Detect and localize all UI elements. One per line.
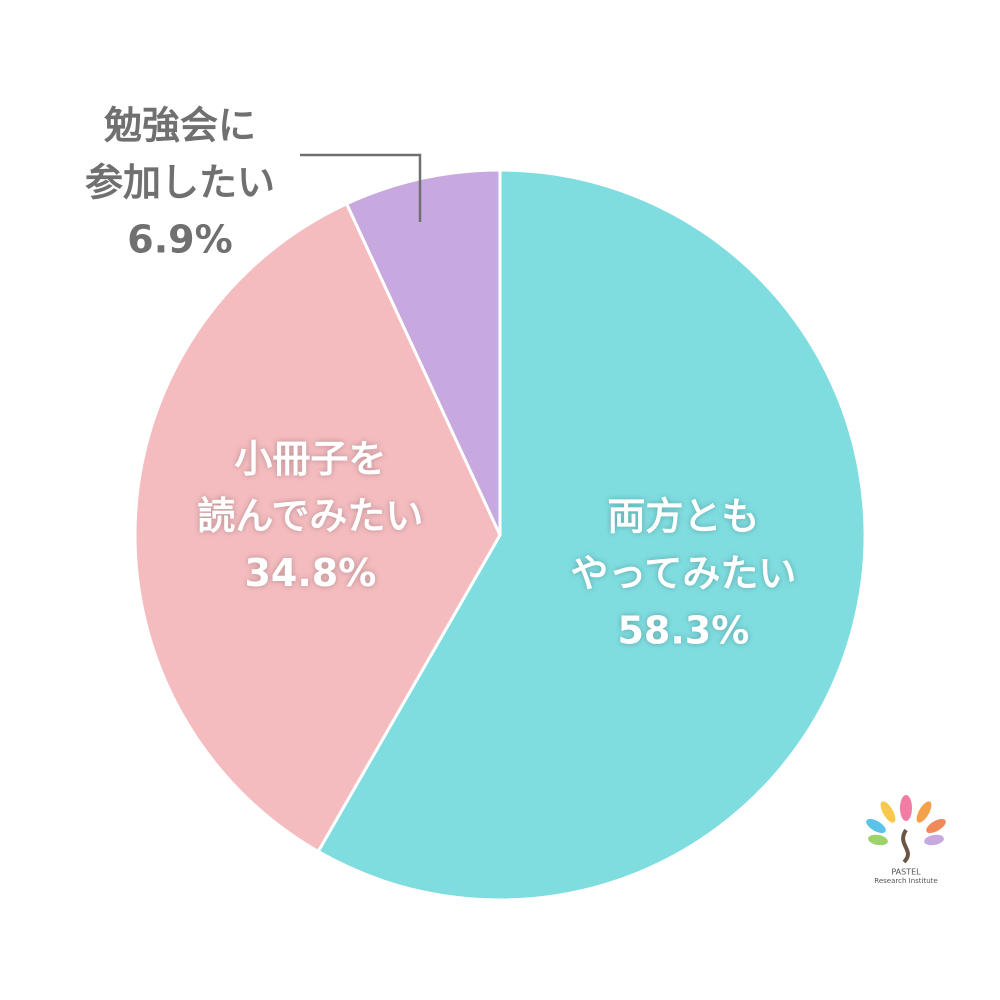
slice-label: 勉強会に — [103, 104, 256, 148]
logo: PASTEL Research Institute — [866, 795, 946, 885]
logo-trunk — [901, 828, 910, 864]
value-label: 58.3% — [617, 608, 749, 652]
logo-petal — [916, 801, 932, 823]
leader-line — [300, 153, 422, 222]
pie-slice — [316, 168, 867, 902]
logo-petal — [868, 834, 888, 846]
pie-slice — [344, 168, 502, 536]
logo-petal — [880, 801, 896, 823]
slice-label: 小冊子を — [234, 437, 386, 481]
value-label: 6.9% — [127, 218, 232, 262]
logo-petal — [926, 819, 946, 833]
pie-slice — [133, 201, 502, 854]
logo-subtitle: Research Institute — [874, 877, 937, 885]
slice-label: やってみたい — [570, 551, 796, 595]
slice-label: 読んでみたい — [197, 494, 423, 538]
logo-name: PASTEL — [891, 868, 921, 877]
slice-label: 両方とも — [607, 494, 759, 538]
logo-petal — [924, 834, 944, 846]
logo-petal — [900, 795, 912, 821]
slice-label: 参加したい — [85, 161, 275, 205]
value-label: 34.8% — [244, 551, 376, 595]
logo-petal — [866, 819, 886, 833]
